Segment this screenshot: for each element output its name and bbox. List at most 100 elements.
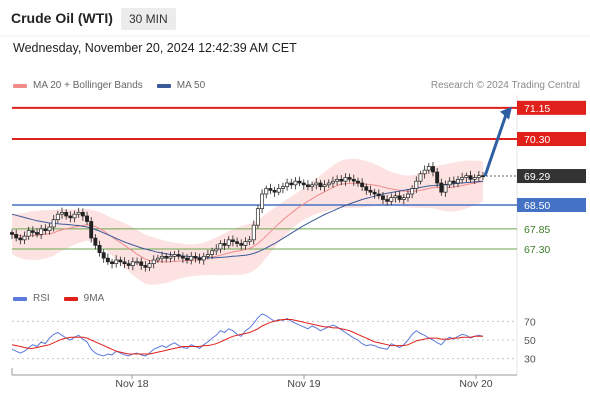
candle <box>255 208 260 226</box>
candle <box>301 182 306 186</box>
candle <box>101 252 106 259</box>
candle <box>80 211 85 217</box>
candle <box>130 261 135 266</box>
datetime-label: Wednesday, November 20, 2024 12:42:39 AM… <box>13 41 297 55</box>
level-label-70-30: 70.30 <box>524 134 550 146</box>
candle <box>339 178 344 182</box>
candle <box>26 230 31 237</box>
candle <box>55 213 60 221</box>
candle <box>468 175 473 180</box>
candle <box>272 189 277 193</box>
candle <box>451 180 456 184</box>
candle <box>460 177 465 180</box>
research-credit: Research © 2024 Trading Central <box>430 80 580 91</box>
candle <box>189 255 194 261</box>
candle <box>264 188 269 195</box>
candle <box>239 243 244 246</box>
candle <box>30 230 35 233</box>
candle <box>372 191 377 195</box>
candle <box>389 197 394 202</box>
candle <box>385 199 390 202</box>
candle <box>476 175 481 178</box>
level-tag-71-15 <box>517 100 586 115</box>
candle <box>426 166 431 171</box>
candle <box>401 197 406 200</box>
level-label-67-85: 67.85 <box>524 224 550 236</box>
candle <box>381 195 385 200</box>
candle <box>226 239 231 246</box>
level-label-68-50: 68.50 <box>524 200 550 212</box>
x-tick-label-2: Nov 20 <box>459 378 492 390</box>
candle <box>447 180 452 186</box>
candle <box>143 265 148 268</box>
candle <box>51 219 56 228</box>
candle <box>72 213 77 219</box>
candle <box>47 226 52 232</box>
candle <box>139 261 144 266</box>
candle <box>280 186 285 189</box>
level-tag-68-50 <box>517 198 586 212</box>
level-label-67-30: 67.30 <box>524 244 550 256</box>
candle <box>335 178 340 182</box>
candle <box>160 255 165 259</box>
candle <box>89 221 94 239</box>
candle <box>85 215 89 222</box>
candle <box>435 171 440 184</box>
candle <box>276 188 281 193</box>
rsi-tick-50: 50 <box>524 335 536 347</box>
candle <box>293 180 298 186</box>
candle <box>151 259 156 265</box>
level-label-69-29: 69.29 <box>524 171 550 183</box>
candle <box>172 254 177 257</box>
level-label-71-15: 71.15 <box>524 103 550 115</box>
candle <box>285 182 290 188</box>
candle <box>356 180 360 184</box>
candle <box>22 235 27 241</box>
candle <box>214 248 219 252</box>
candle <box>76 211 81 215</box>
ma50-legend-label: MA 50 <box>176 80 206 91</box>
candle <box>322 184 327 188</box>
candle <box>456 178 460 184</box>
candle <box>18 237 23 241</box>
timeframe-button[interactable]: 30 MIN <box>121 8 176 30</box>
candle <box>364 186 369 191</box>
candle <box>197 257 202 261</box>
candle <box>326 182 331 186</box>
rsi-swatch <box>13 296 27 301</box>
price-legend: MA 20 + Bollinger Bands MA 50 <box>13 80 205 91</box>
candle <box>185 257 190 261</box>
candle <box>93 237 98 246</box>
candle <box>481 175 485 178</box>
candle <box>418 173 423 182</box>
candle <box>230 239 235 243</box>
rsi-ma-legend-label: 9MA <box>83 293 105 304</box>
level-tag-70-30 <box>517 132 586 146</box>
candle <box>222 243 227 246</box>
candle <box>297 180 302 184</box>
candle <box>330 180 335 184</box>
candle <box>397 195 402 200</box>
rsi-tick-70: 70 <box>524 316 536 328</box>
candle <box>97 244 102 254</box>
candle <box>126 263 131 266</box>
candle <box>118 259 123 263</box>
candle <box>147 263 152 268</box>
candle <box>105 257 110 263</box>
candle <box>393 195 398 199</box>
ma50-swatch <box>156 83 171 88</box>
candle <box>305 184 310 188</box>
candle <box>472 177 477 180</box>
candle <box>10 232 14 235</box>
rsi-line <box>11 313 484 357</box>
candle <box>122 261 127 265</box>
candle <box>360 182 365 188</box>
candle <box>439 182 444 193</box>
level-tag-69-29 <box>517 169 586 184</box>
candle <box>431 166 435 173</box>
candle <box>43 228 48 232</box>
candle <box>443 184 448 193</box>
instrument-title: Crude Oil (WTI) <box>11 10 113 26</box>
ma20-legend-label: MA 20 + Bollinger Bands <box>33 80 143 91</box>
